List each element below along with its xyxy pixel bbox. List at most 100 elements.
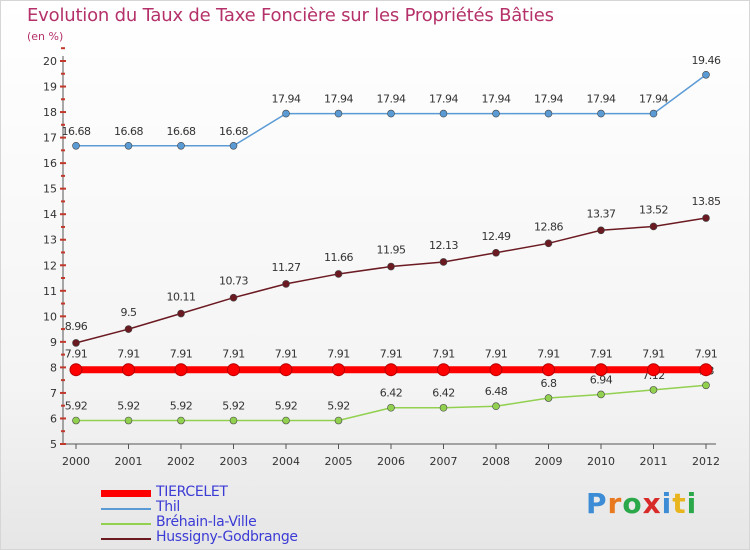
data-label: 7.91 [117,348,140,361]
data-point [492,248,500,257]
y-tick-label: 18 [43,106,57,119]
data-label: 7.91 [590,348,613,361]
data-label: 10.73 [219,275,248,288]
data-point [439,109,448,118]
data-label: 5.92 [275,400,298,413]
data-point [439,258,448,266]
data-label: 5.92 [327,400,350,413]
y-tick-label: 11 [43,285,57,298]
data-label: 17.94 [534,93,563,106]
data-label: 16.68 [219,125,248,138]
data-point [229,293,238,302]
data-label: 8.96 [65,320,88,333]
data-point [387,262,395,271]
data-point [72,141,80,150]
data-label: 11.27 [272,261,301,274]
data-label: 7.91 [275,348,298,361]
data-label: 16.68 [62,125,91,138]
data-point [282,280,290,288]
data-point [124,325,133,333]
y-tick-label: 19 [43,81,57,94]
y-tick-label: 13 [43,234,57,247]
data-point [649,222,658,231]
legend-swatch [101,508,151,510]
data-point [334,270,343,278]
y-tick-label: 16 [43,157,57,170]
data-label: 17.94 [587,93,616,106]
chart-subtitle: (en %) [27,30,64,43]
data-point [702,214,710,222]
data-point [597,109,605,118]
data-point [437,363,450,377]
data-label: 16.68 [167,125,196,138]
proxiti-logo: Proxiti [586,487,697,520]
data-label: 5.92 [117,400,140,413]
data-point [492,402,500,411]
data-label: 7.91 [380,348,403,361]
logo-letter: o [622,487,643,520]
data-label: 16.68 [114,125,143,138]
logo-letter: i [686,487,698,520]
data-point [699,363,713,377]
data-point [597,390,605,399]
data-label: 6.48 [485,385,508,398]
x-tick-label: 2000 [62,455,90,468]
y-tick-label: 8 [50,361,57,374]
data-point [387,109,395,118]
x-tick-label: 2005 [325,455,353,468]
x-tick-label: 2010 [587,455,615,468]
x-tick-label: 2011 [640,455,668,468]
legend-label: Thil [156,499,181,515]
data-point [649,109,658,118]
logo-letter: x [642,487,662,520]
legend-swatch [101,538,151,540]
data-point [702,381,710,390]
data-label: 13.37 [587,207,616,220]
logo-letter: r [607,487,623,520]
data-label: 17.94 [639,93,668,106]
logo-letter: P [586,487,608,520]
legend-label: Hussigny-Godbrange [156,529,298,545]
y-tick-label: 14 [43,208,57,221]
data-point [177,309,185,318]
data-point [174,363,188,377]
data-label: 7.91 [537,348,560,361]
y-tick-label: 17 [43,132,57,145]
data-label: 6.42 [380,387,403,400]
data-point [279,363,293,377]
y-tick-label: 9 [50,336,57,349]
data-point [597,226,605,235]
data-point [177,141,185,150]
data-point [489,363,503,377]
data-point [229,416,238,425]
data-label: 7.91 [170,348,193,361]
data-point [69,363,83,377]
data-label: 5.92 [170,400,193,413]
legend-swatch [101,490,151,497]
data-label: 5.92 [222,400,245,413]
y-tick-label: 15 [43,183,57,196]
x-tick-label: 2002 [167,455,195,468]
data-label: 5.92 [65,400,88,413]
data-point [282,109,290,118]
x-tick-label: 2012 [692,455,720,468]
data-label: 7.91 [327,348,350,361]
data-label: 12.86 [534,220,563,233]
data-point [177,416,185,425]
data-point [334,109,343,118]
data-point [387,403,395,412]
data-label: 17.94 [482,93,511,106]
data-label: 7.91 [695,348,718,361]
x-tick-label: 2003 [220,455,248,468]
data-label: 7.91 [485,348,508,361]
data-label: 12.13 [429,239,458,252]
data-point [227,363,240,377]
data-point [544,394,553,402]
x-tick-label: 2008 [482,455,510,468]
x-tick-label: 2009 [535,455,563,468]
data-point [702,70,710,79]
data-label: 19.46 [692,54,721,67]
y-tick-label: 20 [43,55,57,68]
data-label: 6.8 [541,377,557,390]
